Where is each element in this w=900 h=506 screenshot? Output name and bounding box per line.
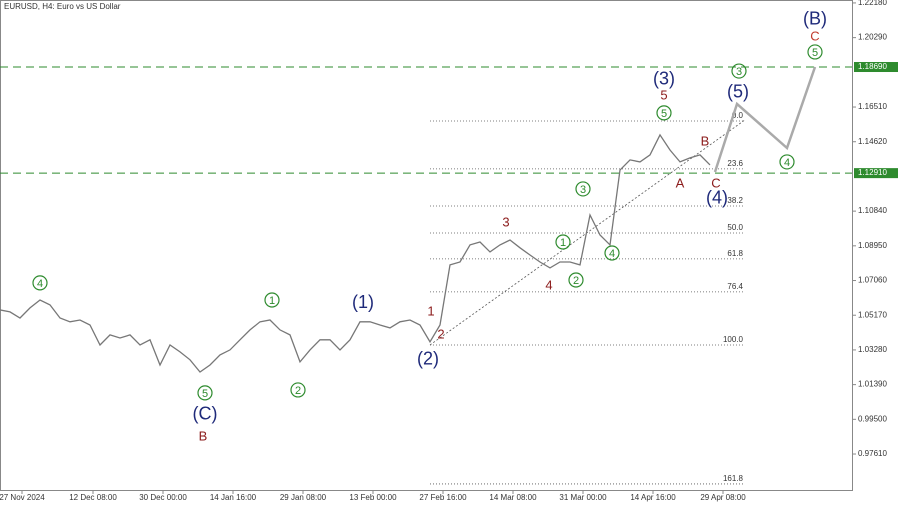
wave-label: 1 [269,295,275,307]
chart-title: EURUSD, H4: Euro vs US Dollar [4,2,121,11]
x-tick-label: 29 Jan 08:00 [280,493,327,502]
wave-label: 4 [37,278,43,290]
wave-label: (3) [653,69,675,89]
wave-label: 3 [580,184,586,196]
y-tick-label: 1.03280 [858,345,887,354]
wave-label: B [199,428,208,443]
wave-circle [731,63,747,79]
wave-label: 2 [295,385,301,397]
x-tick-label: 13 Feb 00:00 [349,493,397,502]
wave-label: 1 [560,237,566,249]
x-tick-label: 29 Apr 08:00 [700,493,746,502]
wave-label: 1 [427,303,434,318]
wave-label: C [810,28,819,43]
wave-label: C [711,175,720,190]
x-tick-label: 14 Jan 16:00 [210,493,257,502]
wave-label: (4) [706,188,728,208]
wave-label: (5) [727,82,749,102]
wave-circle [807,44,823,60]
wave-label: 4 [545,277,552,292]
x-tick-label: 12 Dec 08:00 [69,493,117,502]
wave-label: 2 [437,326,444,341]
wave-label: (B) [803,9,827,29]
wave-label: 5 [661,108,667,120]
wave-circle [568,272,584,288]
x-tick-label: 30 Dec 00:00 [139,493,187,502]
wave-circle [555,234,571,250]
wave-circle [779,154,795,170]
wave-label: (1) [352,292,374,312]
y-tick-label: 1.08950 [858,241,887,250]
wave-label: 3 [502,214,509,229]
wave-label: (2) [417,349,439,369]
y-tick-label: 1.14620 [858,137,887,146]
wave-label: 4 [609,248,615,260]
y-tick-label: 1.16510 [858,102,887,111]
wave-label: A [676,175,685,190]
wave-circle [32,275,48,291]
x-tick-label: 27 Feb 16:00 [419,493,467,502]
x-tick-label: 14 Mar 08:00 [489,493,537,502]
y-tick-label: 0.97610 [858,449,887,458]
wave-circle [575,181,591,197]
y-tick-label: 1.01390 [858,380,887,389]
wave-label: (C) [193,404,218,424]
fib-label: 0.0 [732,111,744,120]
wave-label: 2 [573,275,579,287]
wave-label: 5 [202,388,208,400]
price-line [0,133,711,373]
wave-label: 4 [784,157,790,169]
y-tick-label: 0.99500 [858,414,887,423]
x-tick-label: 31 Mar 00:00 [559,493,607,502]
wave-circle [604,245,620,261]
fib-label: 76.4 [727,282,743,291]
fib-label: 38.2 [727,196,743,205]
y-tick-label: 1.05170 [858,310,887,319]
level-label: 1.18690 [858,62,887,71]
level-box [854,168,898,179]
level-box [854,62,898,73]
wave-label: B [701,133,710,148]
fib-label: 23.6 [727,159,743,168]
wave-label: 5 [812,47,818,59]
level-label: 1.12910 [858,168,887,177]
price-line [713,66,817,173]
wave-circle [264,292,280,308]
wave-circle [290,382,306,398]
y-tick-label: 1.20290 [858,33,887,42]
fib-label: 50.0 [727,223,743,232]
plot-border [0,0,853,491]
fib-label: 61.8 [727,249,743,258]
wave-circle [656,105,672,121]
wave-circle [197,385,213,401]
y-tick-label: 1.10840 [858,206,887,215]
wave-label: 3 [736,66,742,78]
fib-label: 100.0 [723,335,744,344]
fib-label: 161.8 [723,474,744,483]
y-tick-label: 1.22180 [858,0,887,7]
x-tick-label: 14 Apr 16:00 [630,493,676,502]
x-tick-label: 27 Nov 2024 [0,493,45,502]
y-tick-label: 1.07060 [858,276,887,285]
trendline [429,119,746,346]
wave-label: 5 [660,87,667,102]
